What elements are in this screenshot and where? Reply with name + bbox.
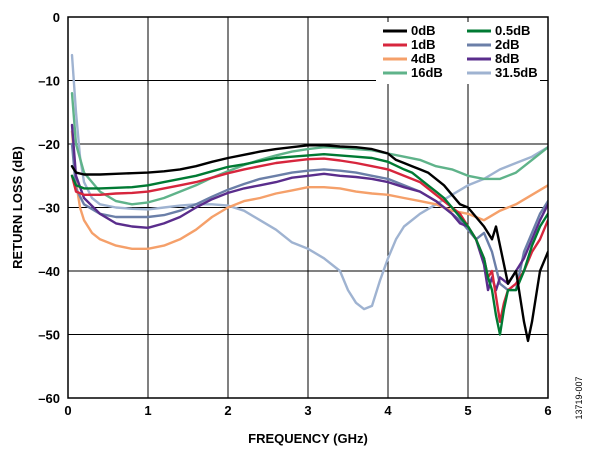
- y-tick-label: –30: [38, 201, 60, 216]
- y-tick-label: –50: [38, 328, 60, 343]
- x-tick-label: 2: [224, 403, 231, 418]
- figure-id: 13719-007: [574, 376, 584, 419]
- x-tick-label: 6: [544, 403, 551, 418]
- legend-label: 0dB: [411, 23, 436, 38]
- x-tick-label: 1: [144, 403, 151, 418]
- series-lines: [70, 53, 548, 343]
- y-tick-label: –40: [38, 264, 60, 279]
- y-tick-label: 0: [53, 10, 60, 25]
- legend-label: 2dB: [495, 37, 520, 52]
- series-line-0_5dB: [70, 153, 548, 336]
- y-tick-label: –10: [38, 74, 60, 89]
- x-tick-label: 3: [304, 403, 311, 418]
- series-line-1dB: [70, 157, 548, 323]
- legend-label: 31.5dB: [495, 65, 538, 80]
- y-axis-title: RETURN LOSS (dB): [10, 146, 25, 269]
- x-tick-label: 0: [64, 403, 71, 418]
- y-tick-labels: 0 –10 –20 –30 –40 –50 –60: [38, 10, 60, 406]
- x-tick-labels: 0 1 2 3 4 5 6: [64, 403, 551, 418]
- legend-label: 16dB: [411, 65, 443, 80]
- x-axis-title: FREQUENCY (GHz): [248, 431, 368, 446]
- series-line-0dB: [70, 144, 548, 343]
- x-tick-label: 5: [464, 403, 471, 418]
- legend-label: 8dB: [495, 51, 520, 66]
- legend-label: 0.5dB: [495, 23, 530, 38]
- legend-label: 4dB: [411, 51, 436, 66]
- y-tick-label: –60: [38, 391, 60, 406]
- y-tick-label: –20: [38, 137, 60, 152]
- series-line-16dB: [70, 92, 548, 206]
- series-line-8dB: [70, 123, 548, 292]
- legend-label: 1dB: [411, 37, 436, 52]
- plot-frame: [67, 16, 549, 399]
- x-tick-label: 4: [384, 403, 392, 418]
- series-line-31_5dB: [70, 53, 548, 311]
- legend: 0dB 0.5dB 1dB 2dB 4dB 8dB 16dB 31.5dB: [376, 22, 540, 84]
- series-line-4dB: [70, 130, 548, 250]
